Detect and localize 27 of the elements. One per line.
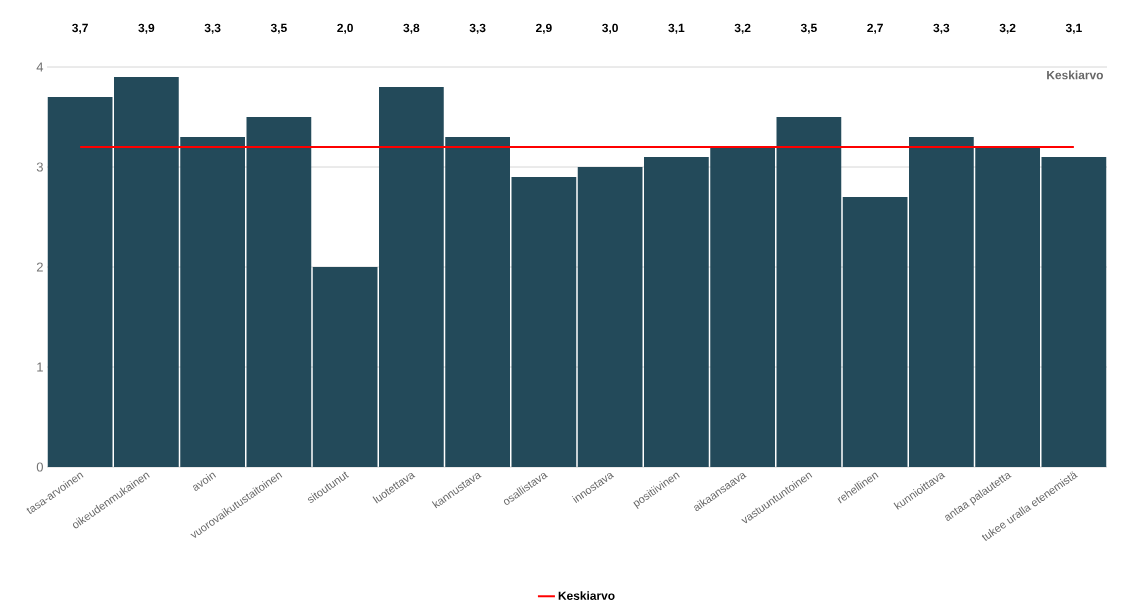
text: 3,5 — [270, 23, 287, 34]
text: 2,9 — [535, 23, 552, 34]
annotation: Keskiarvo — [1047, 70, 1103, 80]
y-tick-label: 0 — [36, 462, 43, 472]
y-tick-label: 4 — [36, 62, 44, 72]
legend-label: Keskiarvo — [558, 591, 615, 600]
y-tick-label: 2 — [36, 262, 43, 272]
text: 3,7 — [72, 23, 88, 34]
y-tick-label: 3 — [36, 162, 43, 172]
bar — [511, 177, 577, 467]
text: 3,3 — [933, 23, 950, 34]
y-tick-label: 1 — [37, 362, 43, 372]
text: 3,1 — [1065, 23, 1082, 34]
text: 3,3 — [469, 23, 486, 34]
text: 2,7 — [867, 23, 883, 34]
text: 3,9 — [138, 23, 155, 34]
bar — [776, 117, 842, 467]
text: 3,2 — [999, 23, 1016, 34]
text: 3,1 — [668, 23, 685, 34]
text: 3,3 — [204, 23, 221, 34]
text: 3,0 — [602, 23, 618, 34]
bar — [1041, 157, 1107, 467]
bar — [246, 117, 312, 467]
text: 2,0 — [337, 23, 353, 34]
text: 3,2 — [734, 23, 751, 34]
text: 3,8 — [403, 23, 420, 34]
text: 3,5 — [800, 23, 817, 34]
